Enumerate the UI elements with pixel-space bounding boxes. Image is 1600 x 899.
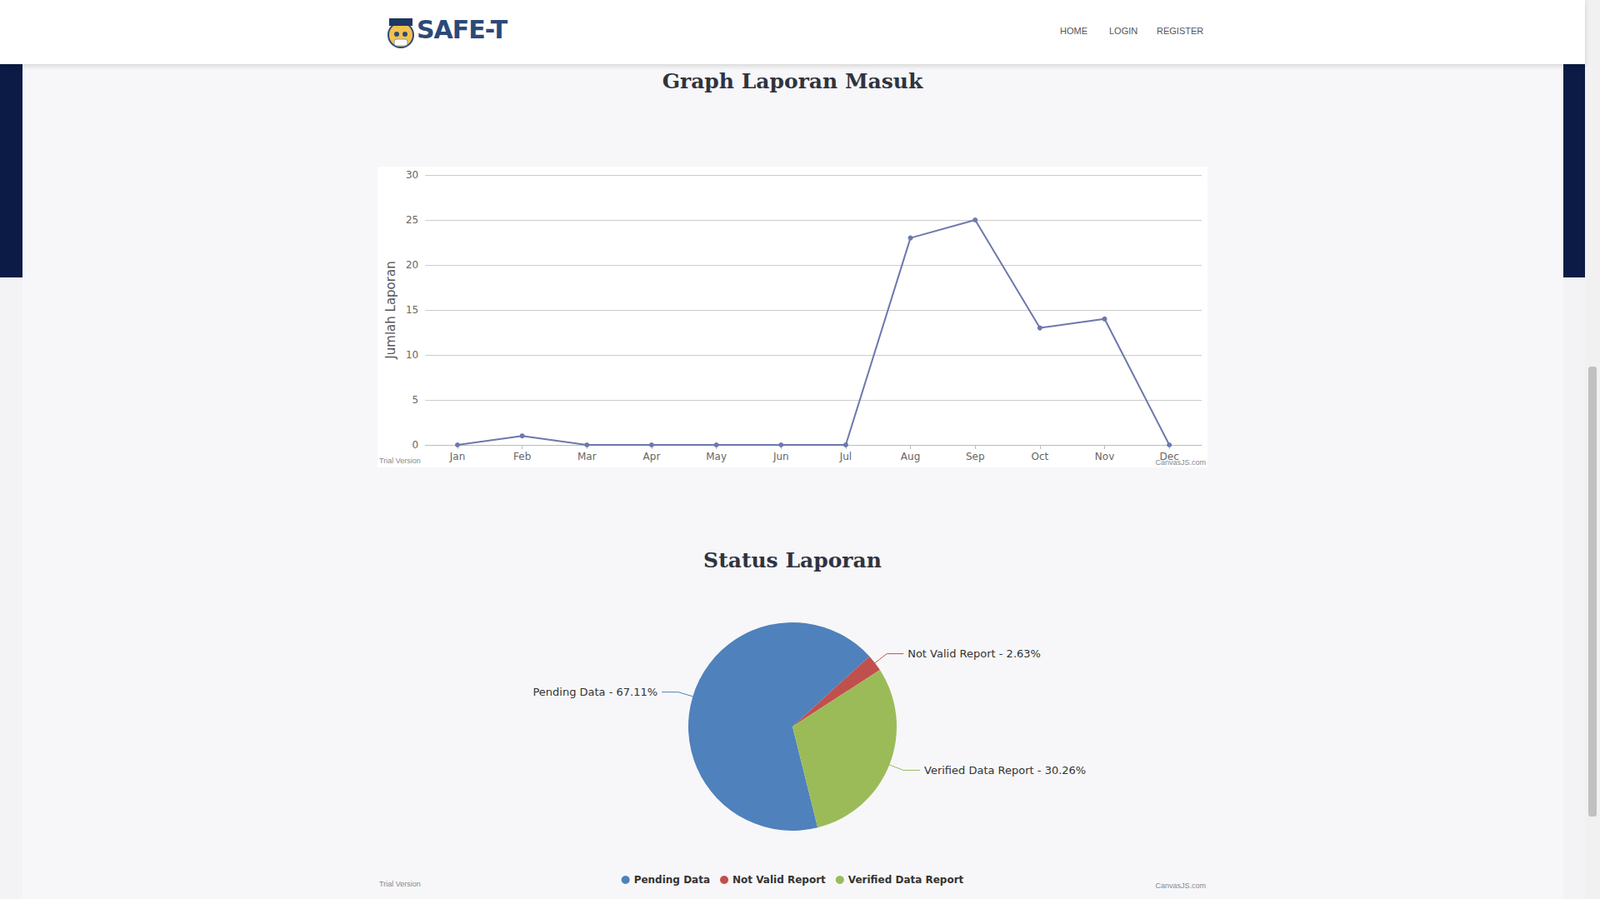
- svg-text:Sep: Sep: [965, 450, 985, 463]
- html-text:REGISTER: REGISTER: [1156, 25, 1204, 36]
- svg-text:0: 0: [412, 439, 420, 451]
- svg-text:10: 10: [405, 349, 419, 361]
- svg-text:Trial Version: Trial Version: [379, 456, 421, 465]
- svg-text:30: 30: [405, 169, 419, 181]
- svg-text:May: May: [705, 450, 727, 463]
- svg-text:20: 20: [405, 259, 419, 271]
- svg-text:Dec: Dec: [1160, 450, 1180, 463]
- svg-text:Mar: Mar: [577, 450, 597, 463]
- svg-text:Jumlah Laporan: Jumlah Laporan: [383, 260, 399, 360]
- html-text:Graph Laporan Masuk: Graph Laporan Masuk: [662, 69, 923, 94]
- svg-text:Oct: Oct: [1030, 450, 1049, 463]
- html-text:SAFE-T: SAFE-T: [416, 15, 507, 45]
- svg-text:Jul: Jul: [839, 450, 852, 463]
- html-text:HOME: HOME: [1060, 25, 1088, 36]
- svg-text:25: 25: [405, 214, 419, 226]
- html-text:LOGIN: LOGIN: [1109, 25, 1138, 36]
- svg-text:Feb: Feb: [513, 450, 531, 463]
- svg-text:15: 15: [405, 304, 419, 316]
- svg-text:CanvasJS.com: CanvasJS.com: [1155, 457, 1206, 467]
- svg-text:5: 5: [412, 394, 420, 406]
- svg-text:Pending Data: Pending Data: [634, 874, 710, 886]
- svg-text:Jan: Jan: [449, 450, 466, 463]
- svg-text:Trial Version: Trial Version: [379, 880, 421, 889]
- svg-text:Verified Data Report: Verified Data Report: [848, 874, 965, 886]
- svg-text:Not Valid Report: Not Valid Report: [732, 874, 826, 886]
- svg-text:Verified Data Report - 30.26%: Verified Data Report - 30.26%: [924, 764, 1086, 777]
- svg-text:CanvasJS.com: CanvasJS.com: [1155, 881, 1206, 890]
- svg-text:Aug: Aug: [900, 450, 920, 463]
- svg-text:Nov: Nov: [1095, 450, 1115, 463]
- svg-text:Apr: Apr: [643, 450, 661, 463]
- svg-text:Jun: Jun: [772, 450, 790, 463]
- html-text:Status Laporan: Status Laporan: [703, 548, 882, 573]
- svg-text:Not Valid Report - 2.63%: Not Valid Report - 2.63%: [907, 647, 1041, 660]
- svg-text:Pending Data - 67.11%: Pending Data - 67.11%: [532, 685, 658, 699]
